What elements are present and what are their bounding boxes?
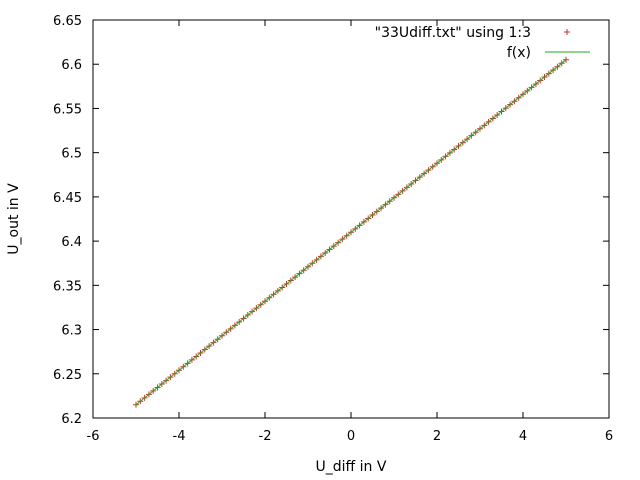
fit-line-group [135,59,567,406]
y-tick-label: 6.3 [61,324,82,339]
x-tick-label: -2 [259,429,272,444]
legend: "33Udiff.txt" using 1:3 f(x) [375,25,590,61]
y-axis-label: U_out in V [6,183,22,255]
x-tick-label: 0 [347,429,355,444]
plot-frame [92,19,610,419]
plot-border [92,19,610,419]
y-axis-ticks: 6.2 6.25 6.3 6.35 6.4 6.45 6.5 6.55 6.6 6.65 [53,14,609,427]
x-tick-label: -4 [173,429,186,444]
x-tick-label: 4 [519,429,527,444]
x-tick-label: 6 [605,429,613,444]
legend-label-fit: f(x) [507,45,531,61]
y-tick-label: 6.5 [61,147,82,162]
y-tick-label: 6.45 [53,191,82,206]
y-tick-label: 6.4 [61,235,82,250]
fit-line [135,59,567,406]
y-tick-label: 6.55 [53,102,82,117]
y-tick-label: 6.2 [61,412,82,427]
legend-marker-points [564,29,570,35]
y-tick-label: 6.65 [53,14,82,29]
y-tick-label: 6.25 [53,368,82,383]
x-tick-label: 2 [433,429,441,444]
x-axis-ticks: -6 -4 -2 0 2 4 6 [87,20,613,444]
y-tick-label: 6.35 [53,279,82,294]
x-tick-label: -6 [87,429,100,444]
y-tick-label: 6.6 [61,58,82,73]
x-axis-label: U_diff in V [316,459,387,475]
legend-label-points: "33Udiff.txt" using 1:3 [375,25,531,41]
